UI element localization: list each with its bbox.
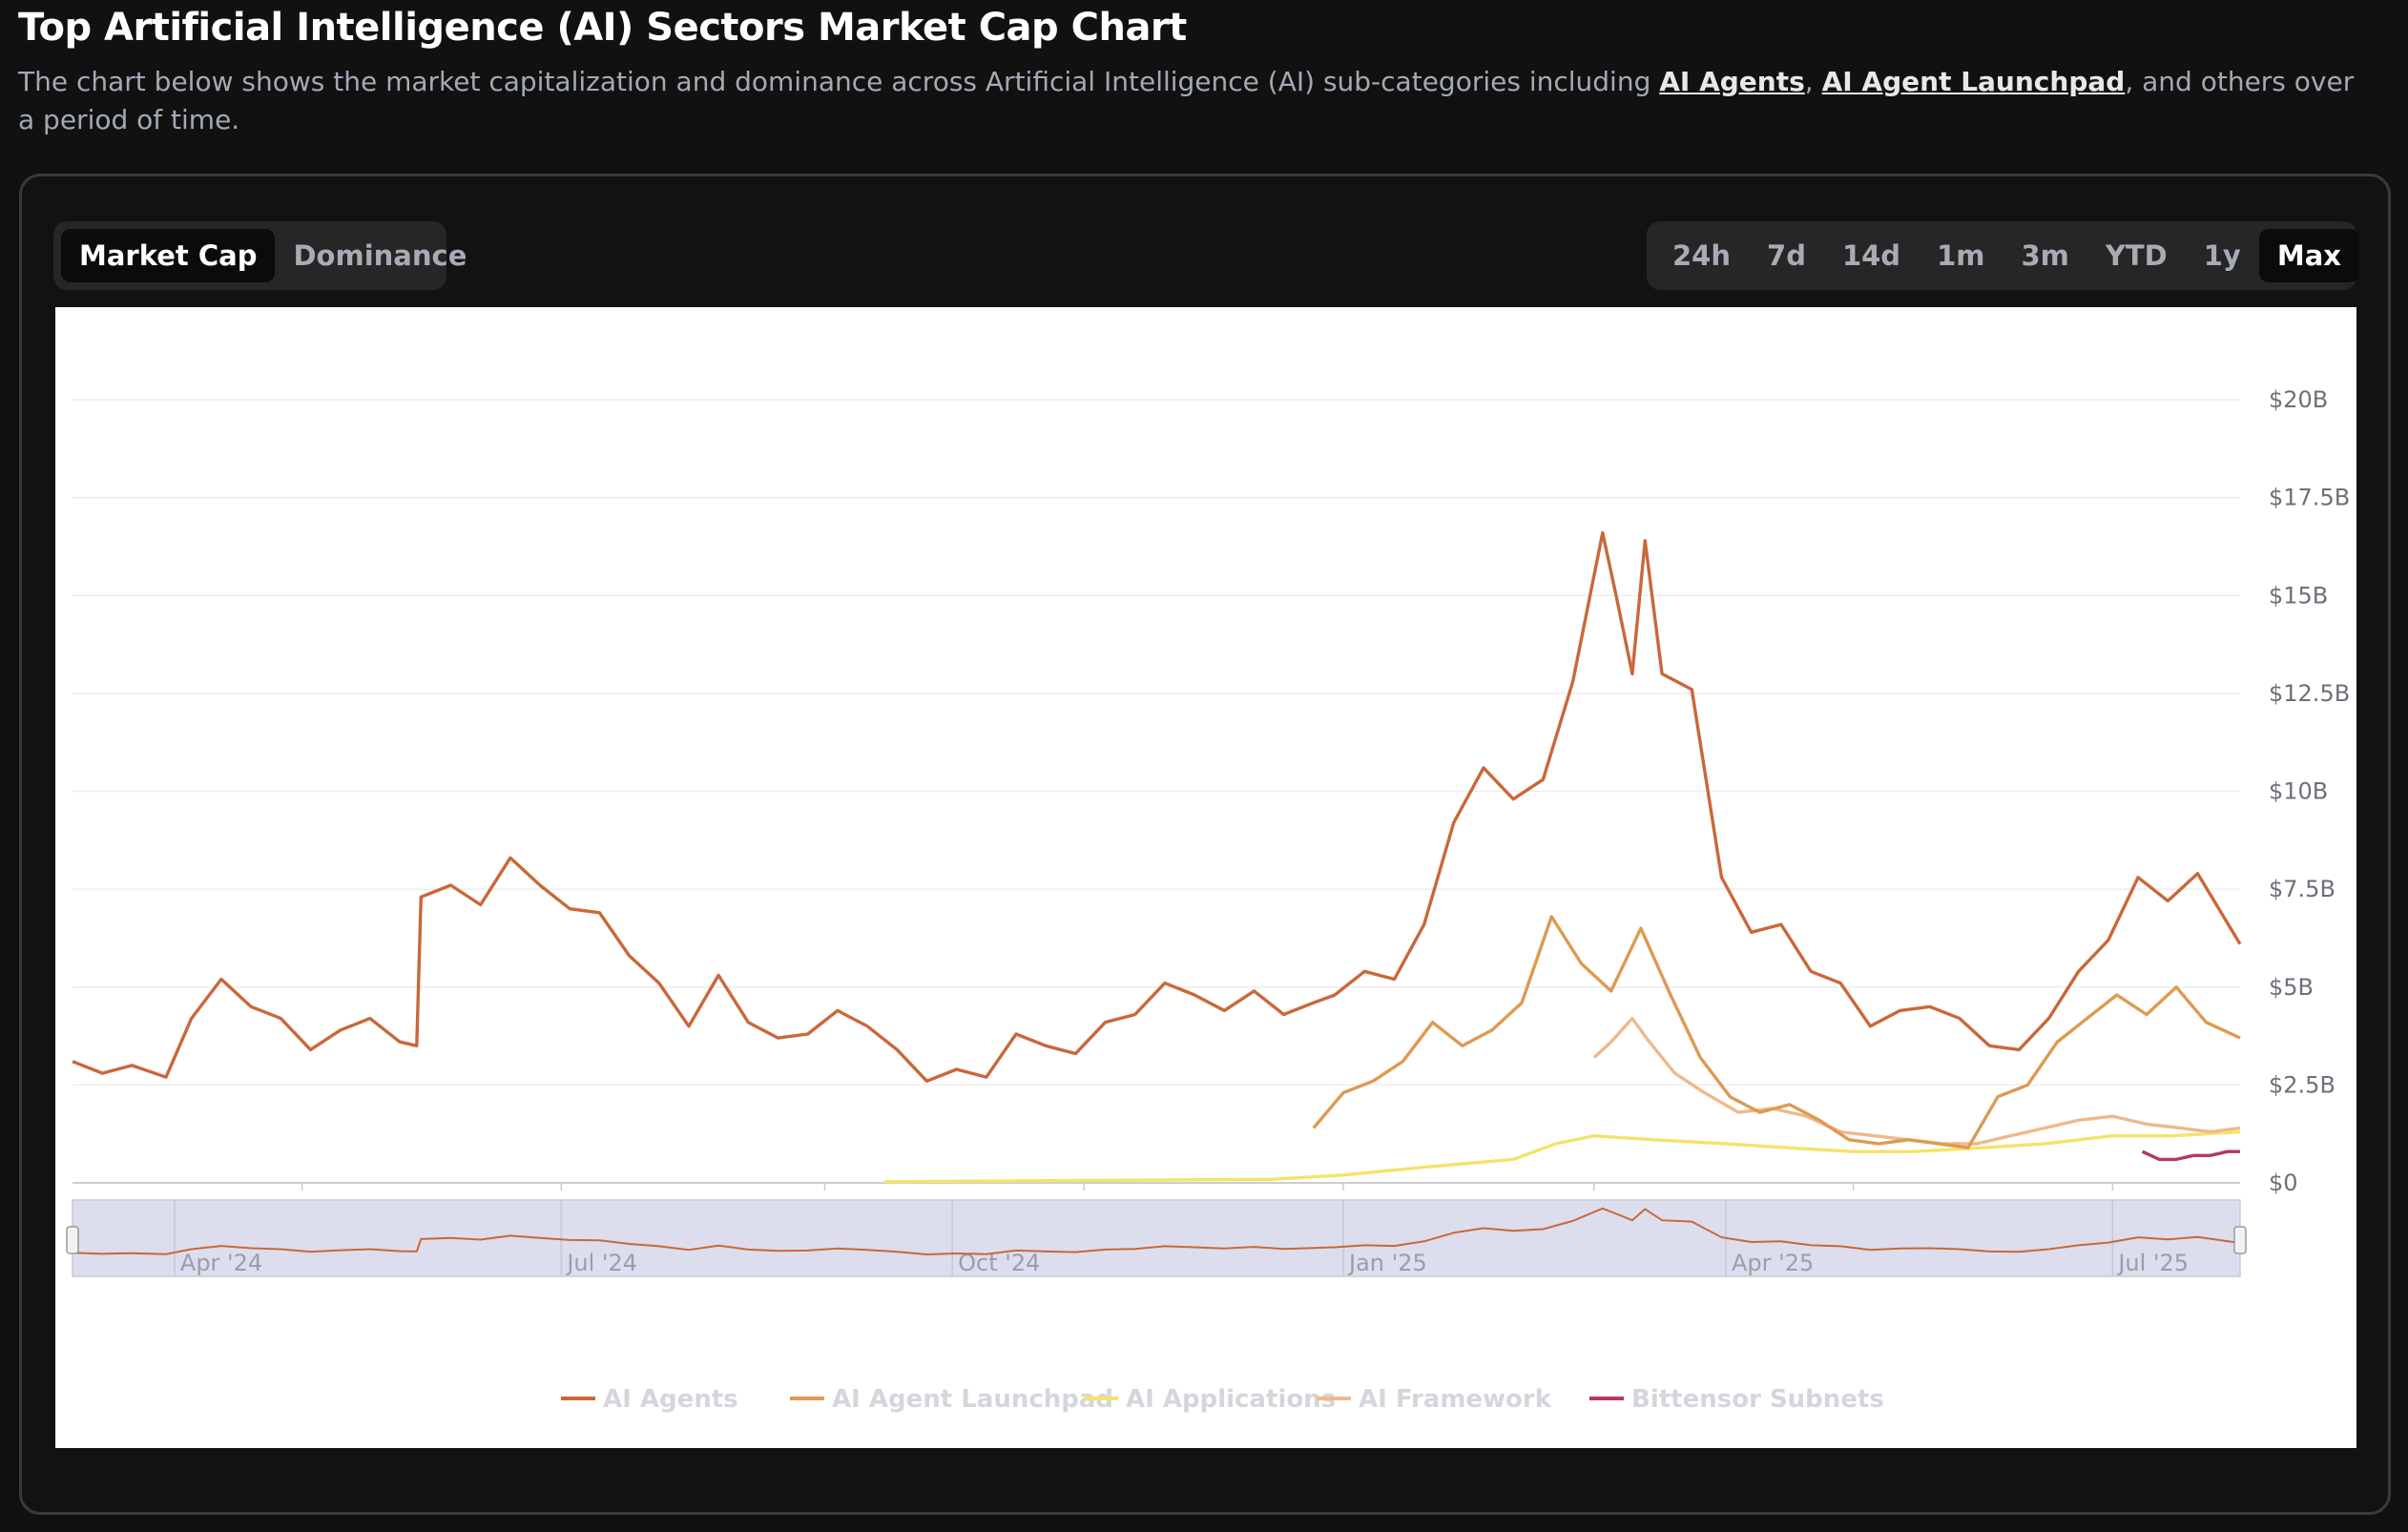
description-text-start: The chart below shows the market capital… — [18, 66, 1660, 97]
y-tick-label: $15B — [2269, 582, 2328, 609]
y-tick-label: $17.5B — [2269, 485, 2350, 511]
y-axis: $0 $2.5B $5B $7.5B $10B $12.5B $15B $17.5B $20B — [2269, 386, 2350, 1196]
market-cap-chart[interactable]: $0$2.5B$5B$7.5B$10B$12.5B$15B$17.5B$20B … — [55, 307, 2356, 1448]
range-24h-tab[interactable]: 24h — [1672, 239, 1732, 272]
y-tick-label: $12.5B — [2269, 680, 2350, 707]
navigator-tick-label: Jul '25 — [2116, 1250, 2189, 1276]
navigator-right-handle[interactable] — [2233, 1226, 2247, 1254]
range-ytd-tab[interactable]: YTD — [2105, 239, 2168, 272]
navigator-tick-label: Apr '24 — [180, 1250, 262, 1276]
navigator-selection[interactable] — [72, 1199, 2241, 1277]
navigator-left-handle[interactable] — [66, 1226, 79, 1254]
series-line-ai-agents[interactable] — [72, 530, 2242, 1083]
legend-item[interactable]: AI Applications — [1126, 1385, 1336, 1414]
legend-item[interactable]: AI Framework — [1359, 1385, 1552, 1414]
series-line-bittensor-subnets[interactable] — [2141, 1149, 2241, 1162]
series-line-ai-agent-launchpad[interactable] — [1312, 915, 2241, 1149]
market-cap-toggle[interactable]: Market Cap — [61, 229, 276, 282]
time-range-tabs: 24h 7d 14d 1m 3m YTD 1y Max — [1647, 221, 2359, 290]
range-1y-tab[interactable]: 1y — [2203, 239, 2241, 272]
range-max-tab[interactable]: Max — [2258, 229, 2359, 282]
chart-panel: $0 $2.5B $5B $7.5B $10B $12.5B $15B $17.5B $20B … — [55, 307, 2356, 1448]
navigator-series-line — [72, 1207, 2241, 1256]
range-navigator[interactable]: Apr '24 Jul '24 Oct '24 Jan '25 Apr '25 Jul '… — [66, 1199, 2247, 1277]
description-text-end: , and others over a period of time. — [18, 66, 2355, 135]
ai-agent-launchpad-link[interactable]: AI Agent Launchpad — [1821, 66, 2126, 97]
legend-item[interactable]: AI Agent Launchpad — [832, 1385, 1113, 1414]
page-description: The chart below shows the market capital… — [18, 63, 2375, 139]
range-3m-tab[interactable]: 3m — [2021, 239, 2069, 272]
y-tick-label: $10B — [2269, 778, 2328, 805]
y-tick-label: $5B — [2269, 974, 2314, 1001]
grid-lines — [73, 399, 2240, 1184]
legend-item[interactable]: Bittensor Subnets — [1631, 1385, 1884, 1414]
navigator-tick-label: Jan '25 — [1347, 1250, 1427, 1276]
navigator-tick-label: Jul '24 — [565, 1250, 637, 1276]
y-tick-label: $7.5B — [2269, 876, 2335, 902]
view-toggle: Market Cap Dominance — [53, 221, 467, 290]
legend: AI Agents AI Agent Launchpad AI Applicatio… — [561, 1385, 1884, 1414]
y-tick-label: $20B — [2269, 386, 2328, 413]
navigator-tick-label: Apr '25 — [1732, 1250, 1814, 1276]
page-title: Top Artificial Intelligence (AI) Sectors… — [18, 6, 1187, 50]
y-tick-label: $2.5B — [2269, 1071, 2335, 1098]
y-tick-label: $0 — [2269, 1170, 2298, 1196]
range-14d-tab[interactable]: 14d — [1841, 239, 1901, 272]
series-line-ai-framework[interactable] — [1592, 1016, 2241, 1146]
ai-agents-link[interactable]: AI Agents — [1659, 66, 1805, 97]
range-1m-tab[interactable]: 1m — [1937, 239, 1985, 272]
description-separator: , — [1804, 66, 1822, 97]
series-lines[interactable] — [72, 530, 2242, 1184]
series-line-ai-applications[interactable] — [883, 1129, 2241, 1184]
range-7d-tab[interactable]: 7d — [1767, 239, 1806, 272]
dominance-toggle[interactable]: Dominance — [293, 239, 467, 272]
legend-item[interactable]: AI Agents — [603, 1385, 738, 1414]
